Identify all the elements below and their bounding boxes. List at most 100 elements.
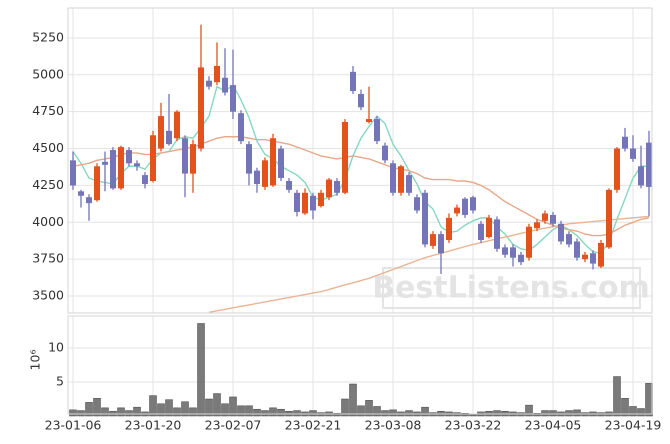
volume-bar [93,398,101,417]
candle-body [430,234,436,246]
y-tick-label: 3500 [32,288,64,303]
candle-body [182,138,188,174]
candle-body [630,148,636,159]
volume-bar [573,409,581,417]
candle-body [422,192,428,245]
volume-bar [77,410,85,417]
volume-bar [205,398,213,417]
candle-body [534,222,540,229]
x-tick-label: 23-01-06 [45,418,102,433]
volume-bar [645,383,653,417]
volume-bar [637,408,645,417]
x-tick-label: 23-03-08 [365,418,422,433]
moving-average [72,136,650,237]
candle-body [262,160,268,187]
candle-body [238,113,244,142]
volume-bar [125,410,133,417]
candle-body [486,217,492,238]
volume-bar [549,410,557,417]
volume-bar [293,410,301,417]
candle-body [70,160,76,186]
candle-body [366,119,372,123]
candle-body [190,144,196,174]
x-tick-label: 23-04-05 [525,418,582,433]
volume-bar [245,405,253,417]
candle-body [542,213,548,221]
candle-body [382,145,388,161]
candle-body [478,223,484,240]
candle-body [158,116,164,149]
volume-bar [349,383,357,417]
candle-body [646,142,652,187]
volume-bar [309,410,317,417]
candle-body [294,192,300,212]
candle-body [470,197,476,211]
candle-body [462,198,468,215]
candle-body [638,166,644,186]
volume-bar [157,403,165,417]
volume-bar [101,407,109,417]
candle-body [270,138,276,186]
volume-bar [405,410,413,417]
volume-tick-label: 10 [48,339,64,354]
candle-body [558,223,564,242]
candle-body [438,234,444,254]
price-frame [67,7,653,314]
x-tick-label: 23-02-21 [285,418,342,433]
candle-body [126,150,132,164]
volume-bar [253,408,261,417]
candle-body [134,163,140,167]
candle-body [198,67,204,149]
y-tick-label: 5000 [32,66,64,81]
x-tick-label: 23-03-22 [445,418,502,433]
volume-tick-label: 5 [56,373,64,388]
watermark: BestListens.com [372,271,650,306]
candle-body [302,192,308,214]
volume-bar [421,406,429,417]
candle-body [358,93,364,108]
candle-body [86,197,92,204]
volume-bar [149,395,157,417]
volume-bar [461,413,469,417]
volume-bar [269,407,277,417]
volume-bar [173,407,181,417]
volume-bar [533,413,541,417]
volume-bar [341,398,349,417]
volume-frame [67,315,653,415]
volume-bar [69,409,77,417]
candle-body [206,80,212,87]
candle-body [246,144,252,174]
candle-body [454,207,460,214]
candle-body [214,65,220,83]
candle-body [582,254,588,260]
moving-average [208,215,650,313]
volume-bar [613,376,621,417]
y-tick-label: 3750 [32,251,64,266]
candle-body [550,214,556,224]
volume-bar [381,410,389,417]
y-tick-label: 4500 [32,140,64,155]
watermark-box [382,267,641,309]
x-tick-label: 23-01-20 [125,418,182,433]
volume-bar [277,408,285,417]
volume-bar [541,410,549,417]
candle-body [390,163,396,193]
volume-bar [133,406,141,417]
volume-bar [333,413,341,417]
candle-body [494,219,500,249]
candle-body [326,179,332,198]
candle-body [166,130,172,145]
volume-bar [117,407,125,417]
candle-body [150,135,156,182]
x-tick-label: 23-02-07 [205,418,262,433]
volume-bar [365,400,373,417]
candle-body [254,170,260,184]
y-tick-label: 4750 [32,103,64,118]
candle-body [510,247,516,258]
candle-body [102,161,108,165]
volume-bar [565,410,573,417]
candle-body [414,197,420,211]
volume-bar [389,409,397,417]
candle-body [286,181,292,190]
